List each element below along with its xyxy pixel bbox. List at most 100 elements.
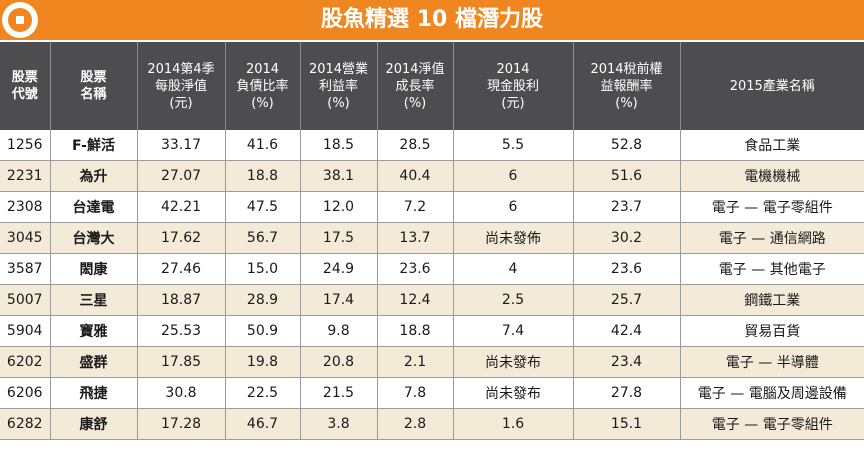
cell-debt-ratio: 41.6 xyxy=(224,130,300,161)
cell-industry: 電子 — 半導體 xyxy=(679,346,864,378)
cell-stock-code: 2308 xyxy=(0,191,50,223)
cell-industry: 電子 — 電子零組件 xyxy=(679,408,864,440)
cell-cash-dividend: 1.6 xyxy=(452,408,573,440)
cell-debt-ratio: 15.0 xyxy=(224,253,300,285)
cell-cash-dividend: 5.5 xyxy=(452,130,573,161)
cell-debt-ratio: 19.8 xyxy=(224,346,300,378)
cell-cash-dividend: 6 xyxy=(452,160,573,192)
cell-stock-name: 為升 xyxy=(49,160,137,192)
cell-nav-growth: 7.8 xyxy=(376,377,453,409)
cell-pretax-roe: 23.4 xyxy=(572,346,680,378)
cell-cash-dividend: 6 xyxy=(452,191,573,223)
cell-stock-name: 台灣大 xyxy=(49,222,137,254)
cell-stock-name: 飛捷 xyxy=(49,377,137,409)
header-nav-per-share: 2014第4季 每股淨值 (元) xyxy=(136,42,225,130)
cell-debt-ratio: 56.7 xyxy=(224,222,300,254)
cell-stock-name: 盛群 xyxy=(49,346,137,378)
cell-nav-growth: 7.2 xyxy=(376,191,453,223)
cell-debt-ratio: 18.8 xyxy=(224,160,300,192)
cell-nav-per-share: 30.8 xyxy=(136,377,225,409)
table-row: 1256 F-鮮活 33.17 41.6 18.5 28.5 5.5 52.8 食品工業 xyxy=(0,130,864,161)
cell-operating-margin: 17.5 xyxy=(299,222,377,254)
cell-nav-growth: 2.8 xyxy=(376,408,453,440)
table-header-row: 股票 代號 股票 名稱 2014第4季 每股淨值 (元) 2014 負債比率 (%) 201… xyxy=(0,42,864,130)
cell-industry: 鋼鐵工業 xyxy=(679,284,864,316)
cell-nav-growth: 28.5 xyxy=(376,130,453,161)
cell-cash-dividend: 尚未發布 xyxy=(452,346,573,378)
cell-industry: 食品工業 xyxy=(679,130,864,161)
cell-operating-margin: 21.5 xyxy=(299,377,377,409)
table-row: 5904 寶雅 25.53 50.9 9.8 18.8 7.4 42.4 貿易百貨 xyxy=(0,315,864,347)
cell-stock-name: 台達電 xyxy=(49,191,137,223)
cell-operating-margin: 38.1 xyxy=(299,160,377,192)
cell-operating-margin: 9.8 xyxy=(299,315,377,347)
stock-table-container: 股票 代號 股票 名稱 2014第4季 每股淨值 (元) 2014 負債比率 (%) 201… xyxy=(0,42,864,440)
cell-pretax-roe: 51.6 xyxy=(572,160,680,192)
cell-pretax-roe: 25.7 xyxy=(572,284,680,316)
stock-table: 股票 代號 股票 名稱 2014第4季 每股淨值 (元) 2014 負債比率 (%) 201… xyxy=(0,42,864,440)
cell-nav-growth: 12.4 xyxy=(376,284,453,316)
cell-stock-name: 三星 xyxy=(49,284,137,316)
cell-operating-margin: 18.5 xyxy=(299,130,377,161)
cell-debt-ratio: 50.9 xyxy=(224,315,300,347)
cell-industry: 電子 — 其他電子 xyxy=(679,253,864,285)
cell-industry: 電子 — 電子零組件 xyxy=(679,191,864,223)
header-nav-growth: 2014淨值 成長率 (%) xyxy=(376,42,453,130)
cell-nav-growth: 18.8 xyxy=(376,315,453,347)
cell-stock-code: 2231 xyxy=(0,160,50,192)
cell-stock-code: 5904 xyxy=(0,315,50,347)
table-row: 6206 飛捷 30.8 22.5 21.5 7.8 尚未發布 27.8 電子 — 電腦及周邊設… xyxy=(0,377,864,409)
cell-debt-ratio: 46.7 xyxy=(224,408,300,440)
cell-operating-margin: 20.8 xyxy=(299,346,377,378)
header-stock-name: 股票 名稱 xyxy=(49,42,137,130)
cell-stock-code: 1256 xyxy=(0,130,50,161)
cell-cash-dividend: 尚未發布 xyxy=(452,377,573,409)
cell-stock-name: 康舒 xyxy=(49,408,137,440)
cell-pretax-roe: 23.7 xyxy=(572,191,680,223)
cell-stock-name: 寶雅 xyxy=(49,315,137,347)
page-title: 股魚精選 10 檔潛力股 xyxy=(321,7,543,32)
cell-industry: 貿易百貨 xyxy=(679,315,864,347)
cell-stock-code: 6282 xyxy=(0,408,50,440)
cell-nav-per-share: 17.28 xyxy=(136,408,225,440)
table-row: 3045 台灣大 17.62 56.7 17.5 13.7 尚未發佈 30.2 電子 — 通信網… xyxy=(0,222,864,254)
cell-nav-per-share: 18.87 xyxy=(136,284,225,316)
cell-nav-per-share: 17.62 xyxy=(136,222,225,254)
cell-stock-code: 6206 xyxy=(0,377,50,409)
header-operating-margin: 2014營業 利益率 (%) xyxy=(299,42,377,130)
table-body: 1256 F-鮮活 33.17 41.6 18.5 28.5 5.5 52.8 食品工業 2231… xyxy=(0,130,864,440)
cell-stock-code: 6202 xyxy=(0,346,50,378)
cell-debt-ratio: 47.5 xyxy=(224,191,300,223)
cell-stock-name: F-鮮活 xyxy=(49,130,137,161)
cell-cash-dividend: 尚未發佈 xyxy=(452,222,573,254)
table-row: 2231 為升 27.07 18.8 38.1 40.4 6 51.6 電機機械 xyxy=(0,160,864,192)
cell-operating-margin: 3.8 xyxy=(299,408,377,440)
cell-cash-dividend: 7.4 xyxy=(452,315,573,347)
cell-industry: 電子 — 通信網路 xyxy=(679,222,864,254)
cell-industry: 電子 — 電腦及周邊設備 xyxy=(679,377,864,409)
header-pretax-roe: 2014稅前權 益報酬率 (%) xyxy=(572,42,680,130)
cell-nav-per-share: 17.85 xyxy=(136,346,225,378)
cell-nav-per-share: 42.21 xyxy=(136,191,225,223)
cell-nav-growth: 40.4 xyxy=(376,160,453,192)
title-badge-icon xyxy=(2,2,38,38)
title-bar: 股魚精選 10 檔潛力股 xyxy=(0,0,864,40)
cell-cash-dividend: 2.5 xyxy=(452,284,573,316)
cell-stock-code: 3045 xyxy=(0,222,50,254)
cell-nav-per-share: 25.53 xyxy=(136,315,225,347)
table-row: 3587 閎康 27.46 15.0 24.9 23.6 4 23.6 電子 — 其他電子 xyxy=(0,253,864,285)
cell-industry: 電機機械 xyxy=(679,160,864,192)
table-row: 6202 盛群 17.85 19.8 20.8 2.1 尚未發布 23.4 電子 — 半導體 xyxy=(0,346,864,378)
cell-pretax-roe: 52.8 xyxy=(572,130,680,161)
header-industry: 2015產業名稱 xyxy=(679,42,864,130)
cell-nav-growth: 2.1 xyxy=(376,346,453,378)
cell-debt-ratio: 22.5 xyxy=(224,377,300,409)
cell-nav-growth: 13.7 xyxy=(376,222,453,254)
cell-pretax-roe: 42.4 xyxy=(572,315,680,347)
cell-stock-code: 3587 xyxy=(0,253,50,285)
header-cash-dividend: 2014 現金股利 (元) xyxy=(452,42,573,130)
cell-nav-per-share: 27.07 xyxy=(136,160,225,192)
table-row: 5007 三星 18.87 28.9 17.4 12.4 2.5 25.7 鋼鐵工業 xyxy=(0,284,864,316)
cell-debt-ratio: 28.9 xyxy=(224,284,300,316)
cell-nav-growth: 23.6 xyxy=(376,253,453,285)
